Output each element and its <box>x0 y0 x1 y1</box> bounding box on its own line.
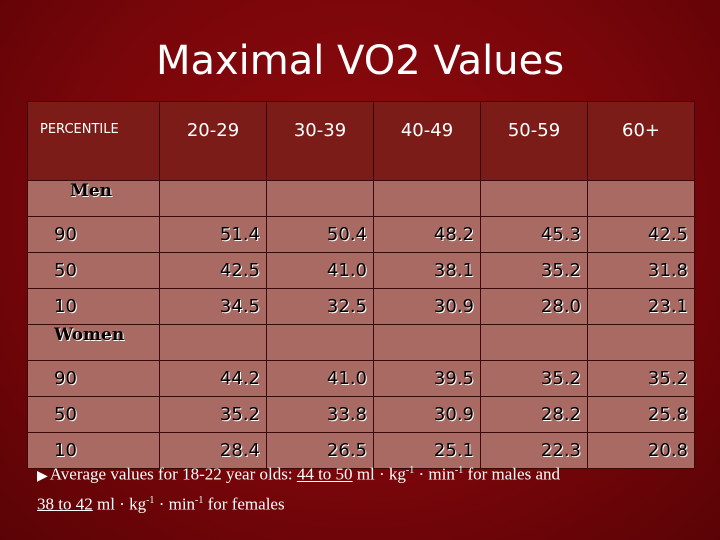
value-cell: 31.8 <box>587 252 695 289</box>
group-row-men: Men <box>27 180 695 217</box>
table-row: 90 44.2 41.0 39.5 35.2 35.2 <box>27 360 695 397</box>
value-cell: 39.5 <box>373 360 481 397</box>
value-cell: 42.5 <box>159 252 267 289</box>
empty-cell <box>266 180 374 217</box>
header-percentile: PERCENTILE <box>27 101 160 181</box>
empty-cell <box>159 324 267 361</box>
value-cell: 32.5 <box>266 288 374 325</box>
footnote-prefix: Average values for 18-22 year olds: <box>49 464 297 484</box>
value-cell: 41.0 <box>266 252 374 289</box>
vo2-table: PERCENTILE 20-29 30-39 40-49 50-59 60+ M… <box>27 101 695 469</box>
value-cell: 48.2 <box>373 216 481 253</box>
percentile-cell: 50 <box>27 396 160 433</box>
value-cell: 28.2 <box>480 396 588 433</box>
unit-min: · min <box>154 494 196 514</box>
value-cell: 35.2 <box>480 252 588 289</box>
header-age-20-29: 20-29 <box>159 101 267 181</box>
empty-cell <box>587 180 695 217</box>
table-row: 50 35.2 33.8 30.9 28.2 25.8 <box>27 396 695 433</box>
table-row: 90 51.4 50.4 48.2 45.3 42.5 <box>27 216 695 253</box>
value-cell: 35.2 <box>480 360 588 397</box>
value-cell: 42.5 <box>587 216 695 253</box>
unit-ml: ml · kg <box>92 494 147 514</box>
empty-cell <box>266 324 374 361</box>
percentile-cell: 10 <box>27 288 160 325</box>
header-age-60-plus: 60+ <box>587 101 695 181</box>
value-cell: 30.9 <box>373 288 481 325</box>
table-row: 10 34.5 32.5 30.9 28.0 23.1 <box>27 288 695 325</box>
empty-cell <box>587 324 695 361</box>
group-label-women: Women <box>27 324 160 361</box>
empty-cell <box>159 180 267 217</box>
table-row: 50 42.5 41.0 38.1 35.2 31.8 <box>27 252 695 289</box>
value-cell: 30.9 <box>373 396 481 433</box>
value-cell: 25.1 <box>373 432 481 469</box>
unit-min: · min <box>414 464 455 484</box>
male-suffix: for males and <box>463 464 560 484</box>
header-age-50-59: 50-59 <box>480 101 588 181</box>
value-cell: 25.8 <box>587 396 695 433</box>
empty-cell <box>373 180 481 217</box>
value-cell: 20.8 <box>587 432 695 469</box>
empty-cell <box>373 324 481 361</box>
value-cell: 26.5 <box>266 432 374 469</box>
empty-cell <box>480 180 588 217</box>
superscript: -1 <box>146 494 155 506</box>
value-cell: 45.3 <box>480 216 588 253</box>
value-cell: 35.2 <box>159 396 267 433</box>
value-cell: 22.3 <box>480 432 588 469</box>
value-cell: 51.4 <box>159 216 267 253</box>
value-cell: 23.1 <box>587 288 695 325</box>
value-cell: 28.0 <box>480 288 588 325</box>
percentile-cell: 10 <box>27 432 160 469</box>
value-cell: 33.8 <box>266 396 374 433</box>
footnote: ▶ Average values for 18-22 year olds: 44 … <box>37 459 697 516</box>
header-age-40-49: 40-49 <box>373 101 481 181</box>
group-row-women: Women <box>27 324 695 361</box>
value-cell: 38.1 <box>373 252 481 289</box>
empty-cell <box>480 324 588 361</box>
female-suffix: for females <box>203 494 285 514</box>
percentile-cell: 90 <box>27 216 160 253</box>
female-range: 38 to 42 <box>37 494 93 514</box>
percentile-cell: 50 <box>27 252 160 289</box>
group-label-men: Men <box>27 180 160 217</box>
table-row: 10 28.4 26.5 25.1 22.3 20.8 <box>27 432 695 469</box>
superscript: -1 <box>195 494 204 506</box>
value-cell: 50.4 <box>266 216 374 253</box>
value-cell: 41.0 <box>266 360 374 397</box>
superscript: -1 <box>454 465 464 476</box>
value-cell: 35.2 <box>587 360 695 397</box>
superscript: -1 <box>405 465 415 476</box>
header-age-30-39: 30-39 <box>266 101 374 181</box>
slide-title: Maximal VO2 Values <box>155 38 565 84</box>
male-range: 44 to 50 <box>296 464 353 484</box>
percentile-cell: 90 <box>27 360 160 397</box>
unit-ml: ml · kg <box>352 464 406 484</box>
bullet-arrow-icon: ▶ <box>37 468 48 484</box>
value-cell: 44.2 <box>159 360 267 397</box>
table-header-row: PERCENTILE 20-29 30-39 40-49 50-59 60+ <box>27 101 695 181</box>
value-cell: 34.5 <box>159 288 267 325</box>
